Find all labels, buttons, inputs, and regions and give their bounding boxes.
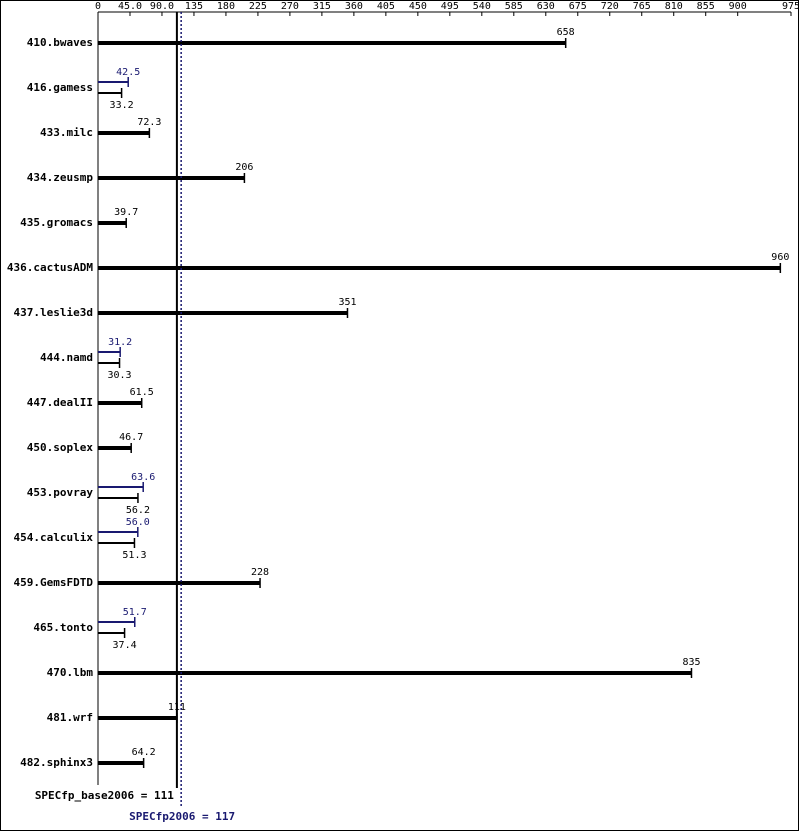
x-tick-label: 765 (633, 1, 651, 12)
category-label: 433.milc (40, 126, 93, 139)
category-label: 435.gromacs (20, 216, 93, 229)
value-label: 42.5 (116, 67, 140, 78)
x-tick-label: 675 (569, 1, 587, 12)
category-label: 410.bwaves (27, 36, 93, 49)
x-tick-label: 450 (409, 1, 427, 12)
reference-label: SPECfp_base2006 = 111 (35, 789, 174, 802)
category-label: 416.gamess (27, 81, 93, 94)
x-tick-label: 0 (95, 1, 101, 12)
value-label: 63.6 (131, 472, 155, 483)
category-label: 444.namd (40, 351, 93, 364)
x-tick-label: 585 (505, 1, 523, 12)
x-tick-label: 900 (729, 1, 747, 12)
category-label: 437.leslie3d (14, 306, 93, 319)
category-label: 465.tonto (33, 621, 93, 634)
value-label: 56.2 (126, 505, 150, 516)
value-label: 351 (338, 297, 356, 308)
x-tick-label: 540 (473, 1, 491, 12)
value-label: 64.2 (132, 747, 156, 758)
category-label: 434.zeusmp (27, 171, 94, 184)
value-label: 39.7 (114, 207, 138, 218)
category-label: 470.lbm (47, 666, 94, 679)
value-label: 37.4 (113, 640, 137, 651)
value-label: 56.0 (126, 517, 150, 528)
x-tick-label: 90.0 (150, 1, 174, 12)
value-label: 228 (251, 567, 269, 578)
category-label: 436.cactusADM (7, 261, 93, 274)
x-tick-label: 315 (313, 1, 331, 12)
category-label: 459.GemsFDTD (14, 576, 94, 589)
value-label: 960 (771, 252, 789, 263)
category-label: 447.dealII (27, 396, 93, 409)
category-label: 454.calculix (14, 531, 94, 544)
value-label: 33.2 (110, 100, 134, 111)
category-label: 450.soplex (27, 441, 94, 454)
x-tick-label: 135 (185, 1, 203, 12)
x-tick-label: 495 (441, 1, 459, 12)
value-label: 72.3 (137, 117, 161, 128)
x-tick-label: 225 (249, 1, 267, 12)
value-label: 835 (682, 657, 700, 668)
category-label: 481.wrf (47, 711, 93, 724)
x-tick-label: 270 (281, 1, 299, 12)
category-label: 482.sphinx3 (20, 756, 93, 769)
x-tick-label: 405 (377, 1, 395, 12)
value-label: 61.5 (130, 387, 154, 398)
x-tick-label: 855 (697, 1, 715, 12)
x-tick-label: 360 (345, 1, 363, 12)
reference-label: SPECfp2006 = 117 (129, 810, 235, 823)
x-tick-label: 630 (537, 1, 555, 12)
category-label: 453.povray (27, 486, 94, 499)
x-tick-label: 720 (601, 1, 619, 12)
value-label: 51.3 (122, 550, 146, 561)
value-label: 51.7 (123, 607, 147, 618)
value-label: 30.3 (107, 370, 131, 381)
x-tick-label: 975 (782, 1, 799, 12)
value-label: 206 (235, 162, 253, 173)
x-tick-label: 810 (665, 1, 683, 12)
x-tick-label: 180 (217, 1, 235, 12)
value-label: 31.2 (108, 337, 132, 348)
value-label: 658 (557, 27, 575, 38)
x-tick-label: 45.0 (118, 1, 142, 12)
value-label: 46.7 (119, 432, 143, 443)
